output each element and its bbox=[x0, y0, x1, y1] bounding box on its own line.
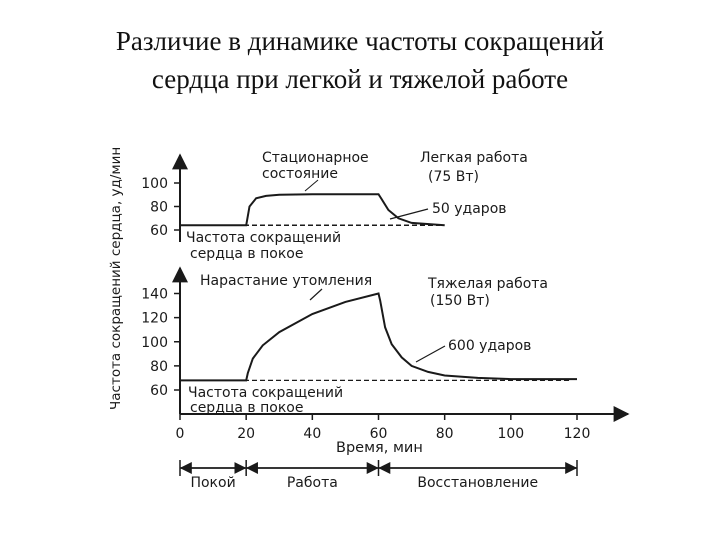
light-resting-label-1: Частота сокращений bbox=[186, 230, 341, 246]
light-title-2: (75 Вт) bbox=[428, 169, 479, 185]
phase-label: Работа bbox=[287, 475, 338, 491]
heavy-title-2: (150 Вт) bbox=[430, 293, 490, 309]
heavy-resting-label-2: сердца в покое bbox=[190, 400, 304, 416]
x-tick-label: 0 bbox=[176, 426, 185, 442]
x-axis-label: Время, мин bbox=[336, 440, 423, 456]
light-work-series-line bbox=[180, 193, 445, 227]
heavy-work-series-line bbox=[180, 292, 577, 382]
fatigue-label: Нарастание утомления bbox=[200, 273, 372, 289]
x-tick-label: 60 bbox=[370, 426, 388, 442]
y-axis-label: Частота сокращений сердца, уд/мин bbox=[108, 147, 124, 410]
light-recovery-pointer bbox=[389, 208, 429, 220]
heavy-title-1: Тяжелая работа bbox=[427, 276, 548, 292]
light-y-tick-label: 80 bbox=[150, 200, 168, 216]
fatigue-pointer bbox=[309, 288, 323, 301]
light-steady-state-label-2: состояние bbox=[262, 166, 338, 182]
heavy-y-tick-label: 120 bbox=[141, 311, 168, 327]
light-title-1: Легкая работа bbox=[420, 150, 528, 166]
heavy-y-tick-label: 80 bbox=[150, 359, 168, 375]
light-recovery-beats: 50 ударов bbox=[432, 201, 507, 217]
light-y-tick-label: 60 bbox=[150, 223, 168, 239]
heavy-recovery-beats: 600 ударов bbox=[448, 338, 531, 354]
light-steady-state-label-1: Стационарное bbox=[262, 150, 369, 166]
phase-label: Покой bbox=[190, 475, 235, 491]
light-y-tick-label: 100 bbox=[141, 176, 168, 192]
slide-title: Различие в динамике частоты сокращений с… bbox=[0, 22, 720, 98]
x-tick-label: 100 bbox=[497, 426, 524, 442]
heavy-y-tick-label: 100 bbox=[141, 335, 168, 351]
steady-state-pointer bbox=[304, 179, 319, 192]
title-line-1: Различие в динамике частоты сокращений bbox=[115, 26, 605, 56]
x-tick-label: 20 bbox=[237, 426, 255, 442]
phase-label: Восстановление bbox=[417, 475, 538, 491]
x-tick-label: 40 bbox=[303, 426, 321, 442]
x-tick-label: 120 bbox=[564, 426, 591, 442]
heavy-y-tick-label: 140 bbox=[141, 287, 168, 303]
title-line-2: сердца при легкой и тяжелой работе bbox=[151, 64, 569, 94]
heavy-y-tick-label: 60 bbox=[150, 383, 168, 399]
x-tick-label: 80 bbox=[436, 426, 454, 442]
heavy-resting-label-1: Частота сокращений bbox=[188, 385, 343, 401]
heavy-recovery-pointer bbox=[415, 345, 446, 363]
light-resting-label-2: сердца в покое bbox=[190, 246, 304, 262]
